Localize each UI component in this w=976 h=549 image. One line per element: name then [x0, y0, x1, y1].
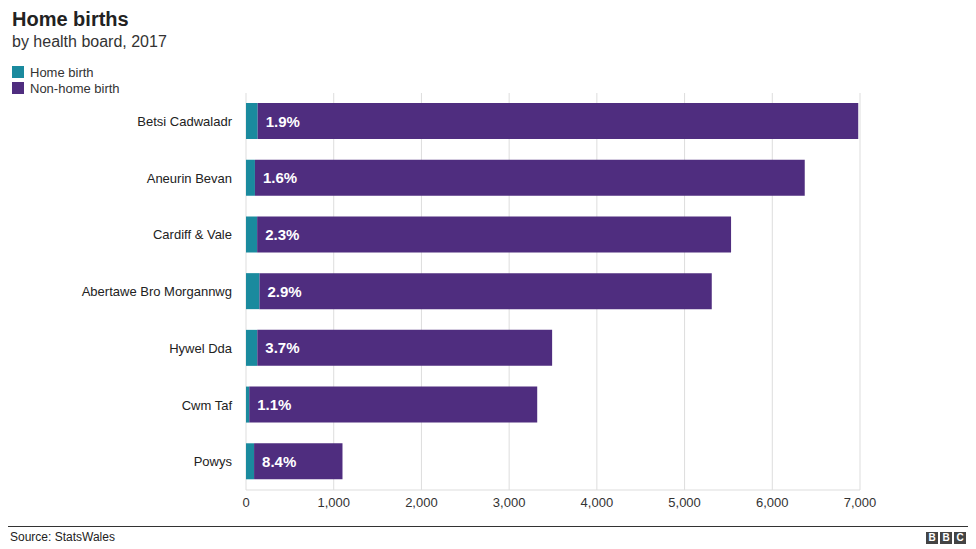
svg-text:Cardiff & Vale: Cardiff & Vale [153, 227, 232, 242]
svg-text:2.3%: 2.3% [265, 226, 299, 243]
svg-text:2.9%: 2.9% [268, 283, 302, 300]
svg-text:Abertawe Bro Morgannwg: Abertawe Bro Morgannwg [82, 284, 232, 299]
svg-text:Aneurin Bevan: Aneurin Bevan [147, 171, 232, 186]
svg-text:Betsi Cadwaladr: Betsi Cadwaladr [137, 114, 232, 129]
svg-text:8.4%: 8.4% [262, 453, 296, 470]
html-text:Source: StatsWales: Source: StatsWales [10, 530, 115, 544]
svg-text:Cwm Taf: Cwm Taf [182, 398, 233, 413]
html-text:C: C [956, 532, 964, 543]
html-text:Home births: Home births [12, 8, 129, 30]
svg-text:4,000: 4,000 [581, 495, 614, 510]
svg-text:6,000: 6,000 [756, 495, 789, 510]
html-text:Home birth: Home birth [30, 64, 94, 80]
svg-text:1.1%: 1.1% [257, 396, 291, 413]
svg-text:5,000: 5,000 [668, 495, 701, 510]
svg-text:0: 0 [242, 495, 249, 510]
svg-text:3,000: 3,000 [493, 495, 526, 510]
html-text:B: B [942, 532, 950, 543]
html-text:by health board, 2017: by health board, 2017 [12, 33, 167, 50]
html-text:B: B [928, 532, 936, 543]
svg-text:7,000: 7,000 [844, 495, 877, 510]
svg-text:3.7%: 3.7% [265, 339, 299, 356]
svg-text:1.6%: 1.6% [263, 169, 297, 186]
svg-text:Powys: Powys [194, 454, 233, 469]
svg-text:Hywel Dda: Hywel Dda [169, 341, 233, 356]
svg-text:1.9%: 1.9% [266, 113, 300, 130]
svg-text:1,000: 1,000 [317, 495, 350, 510]
html-text:Non-home birth: Non-home birth [30, 80, 120, 96]
svg-text:2,000: 2,000 [405, 495, 438, 510]
